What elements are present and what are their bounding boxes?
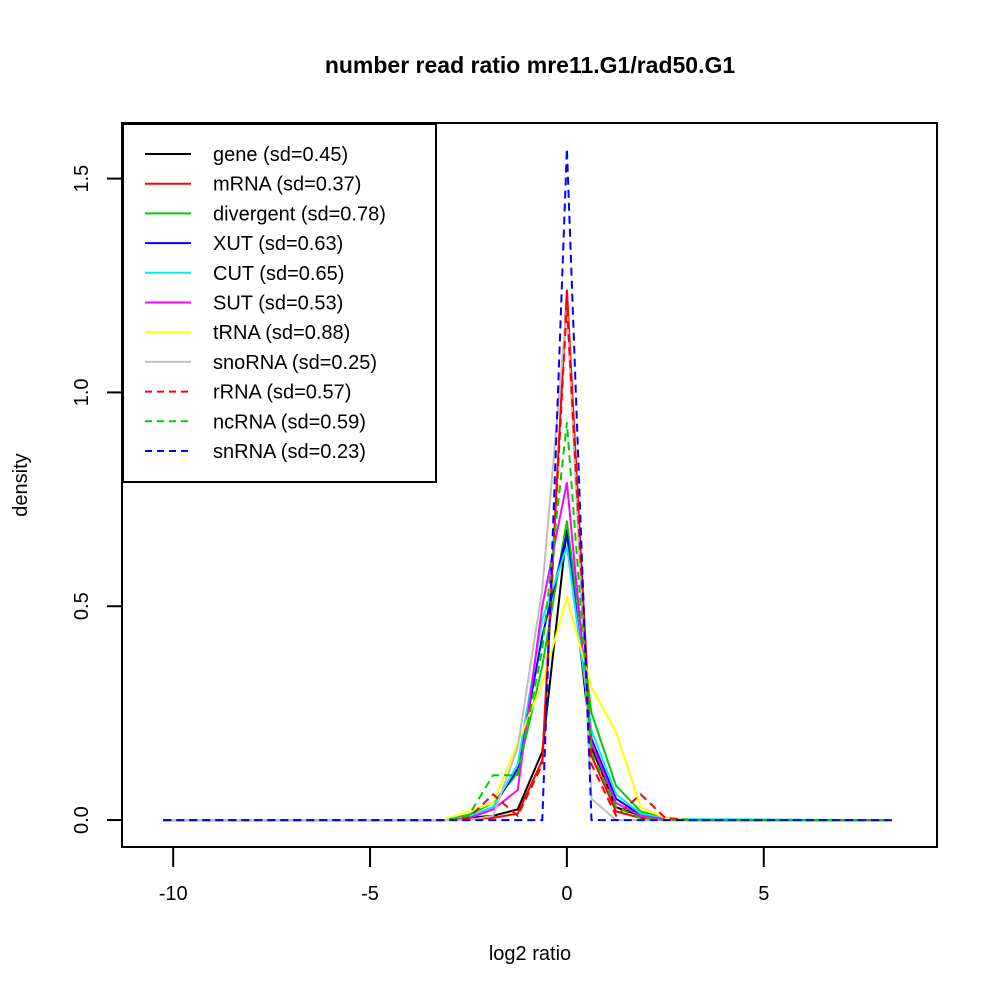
chart-title: number read ratio mre11.G1/rad50.G1	[325, 52, 736, 78]
series-line-divergent	[163, 520, 892, 822]
y-tick-label: 1.5	[71, 165, 93, 193]
series-line-ncRNA	[163, 422, 892, 822]
y-axis-label: density	[10, 453, 32, 516]
series-line-gene	[163, 529, 892, 822]
series-line-SUT	[163, 482, 892, 822]
legend-label: mRNA (sd=0.37)	[213, 174, 361, 196]
legend-label: XUT (sd=0.63)	[213, 233, 343, 255]
series-layer	[163, 148, 892, 822]
legend-label: tRNA (sd=0.88)	[213, 322, 350, 344]
legend: gene (sd=0.45) mRNA (sd=0.37) divergent (s…	[122, 123, 437, 483]
legend-item-rRNA: rRNA (sd=0.57)	[145, 382, 351, 404]
legend-item-SUT: SUT (sd=0.53)	[145, 293, 343, 315]
x-axis-label: log2 ratio	[489, 943, 571, 965]
legend-label: snRNA (sd=0.23)	[213, 441, 366, 463]
legend-item-XUT: XUT (sd=0.63)	[145, 233, 343, 255]
legend-label: snoRNA (sd=0.25)	[213, 352, 377, 374]
legend-label: ncRNA (sd=0.59)	[213, 411, 366, 433]
legend-item-tRNA: tRNA (sd=0.88)	[145, 322, 350, 344]
legend-item-mRNA: mRNA (sd=0.37)	[145, 174, 361, 196]
y-tick-label: 0.5	[71, 592, 93, 620]
x-axis: -10 -5 0 5	[159, 847, 769, 905]
x-tick-label: 0	[561, 883, 572, 905]
x-tick-label: 5	[758, 883, 769, 905]
legend-item-CUT: CUT (sd=0.65)	[145, 263, 344, 285]
y-tick-label: 0.0	[71, 806, 93, 834]
legend-item-divergent: divergent (sd=0.78)	[145, 203, 386, 225]
x-tick-label: -10	[159, 883, 188, 905]
legend-item-gene: gene (sd=0.45)	[145, 144, 348, 166]
legend-item-snRNA: snRNA (sd=0.23)	[145, 441, 366, 463]
y-axis: 0.0 0.5 1.0 1.5	[71, 165, 122, 834]
legend-label: gene (sd=0.45)	[213, 144, 348, 166]
plot-frame	[121, 122, 938, 848]
legend-label: rRNA (sd=0.57)	[213, 382, 351, 404]
series-line-XUT	[163, 533, 892, 822]
legend-label: SUT (sd=0.53)	[213, 293, 343, 315]
y-tick-label: 1.0	[71, 378, 93, 406]
legend-items: gene (sd=0.45) mRNA (sd=0.37) divergent (s…	[145, 144, 386, 463]
legend-label: CUT (sd=0.65)	[213, 263, 344, 285]
legend-item-snoRNA: snoRNA (sd=0.25)	[145, 352, 377, 374]
x-tick-label: -5	[361, 883, 379, 905]
legend-label: divergent (sd=0.78)	[213, 203, 386, 225]
legend-item-ncRNA: ncRNA (sd=0.59)	[145, 411, 366, 433]
